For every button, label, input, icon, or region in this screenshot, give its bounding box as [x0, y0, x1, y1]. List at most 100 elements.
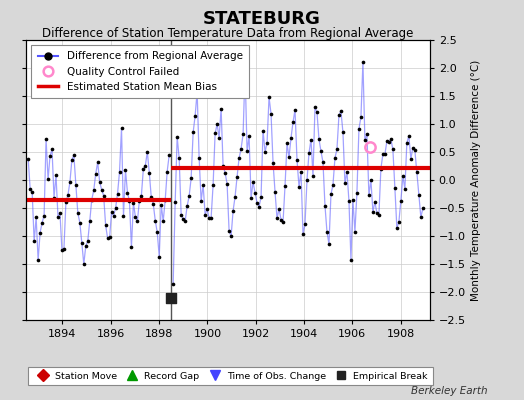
- Point: [173, 134, 181, 140]
- Point: [75, 219, 84, 226]
- Point: [205, 215, 213, 221]
- Point: [56, 210, 64, 216]
- Point: [197, 198, 205, 204]
- Point: [361, 137, 369, 144]
- Point: [392, 225, 401, 231]
- Point: [92, 171, 100, 177]
- Point: [165, 152, 173, 158]
- Point: [331, 155, 339, 161]
- Point: [187, 175, 195, 181]
- Point: [225, 228, 233, 234]
- Point: [381, 151, 389, 158]
- Point: [177, 212, 185, 218]
- Point: [341, 180, 349, 186]
- Point: [209, 181, 217, 188]
- Point: [133, 218, 141, 225]
- Point: [191, 112, 199, 119]
- Point: [271, 189, 279, 195]
- Point: [213, 121, 221, 127]
- Point: [327, 191, 335, 197]
- Point: [405, 133, 413, 139]
- Point: [329, 182, 337, 188]
- Point: [321, 202, 329, 209]
- Point: [70, 152, 78, 158]
- Point: [88, 196, 96, 203]
- Point: [105, 234, 114, 241]
- Point: [123, 189, 132, 196]
- Point: [369, 208, 377, 215]
- Point: [275, 206, 283, 212]
- Point: [36, 230, 45, 236]
- Point: [97, 186, 106, 193]
- Point: [237, 146, 245, 152]
- Point: [175, 155, 183, 161]
- Point: [319, 159, 327, 166]
- Point: [363, 131, 371, 137]
- Point: [295, 184, 303, 190]
- Point: [74, 210, 82, 216]
- Point: [145, 170, 154, 176]
- Point: [58, 247, 66, 253]
- Point: [46, 153, 54, 159]
- Point: [417, 214, 425, 220]
- Point: [149, 201, 158, 207]
- Point: [395, 219, 403, 225]
- Point: [263, 140, 271, 146]
- Point: [85, 218, 94, 224]
- Point: [171, 199, 179, 206]
- Point: [219, 163, 227, 169]
- Point: [110, 212, 118, 219]
- Point: [90, 187, 98, 194]
- Point: [185, 193, 193, 199]
- Point: [249, 179, 257, 185]
- Point: [373, 210, 381, 216]
- Point: [181, 218, 189, 224]
- Point: [281, 183, 289, 189]
- Point: [343, 168, 351, 175]
- Point: [68, 157, 76, 163]
- Point: [151, 217, 159, 224]
- Point: [309, 173, 317, 179]
- Point: [335, 112, 343, 118]
- Point: [199, 182, 208, 188]
- Point: [313, 109, 321, 116]
- Point: [121, 167, 129, 173]
- Point: [161, 197, 169, 204]
- Point: [157, 201, 166, 208]
- Point: [189, 129, 198, 136]
- Point: [419, 205, 427, 212]
- Point: [60, 246, 68, 252]
- Point: [325, 241, 333, 247]
- Point: [215, 134, 223, 141]
- Point: [201, 212, 209, 218]
- Point: [112, 205, 120, 212]
- Point: [367, 177, 375, 183]
- Point: [139, 166, 148, 172]
- Point: [357, 114, 365, 120]
- Point: [265, 94, 273, 100]
- Point: [117, 125, 126, 132]
- Point: [52, 172, 60, 178]
- Point: [259, 127, 267, 134]
- Point: [38, 219, 46, 226]
- Point: [103, 235, 112, 242]
- Point: [401, 186, 409, 192]
- Point: [64, 192, 72, 198]
- Point: [44, 176, 52, 182]
- Point: [299, 231, 307, 237]
- Point: [141, 162, 149, 169]
- Point: [349, 197, 357, 204]
- Point: [203, 206, 211, 212]
- Point: [239, 131, 247, 138]
- Point: [72, 182, 80, 188]
- Point: [261, 149, 269, 155]
- Point: [383, 138, 391, 144]
- Point: [323, 229, 331, 235]
- Point: [333, 146, 341, 152]
- Point: [66, 179, 74, 186]
- Point: [159, 218, 167, 224]
- Point: [137, 192, 146, 199]
- Point: [355, 126, 363, 132]
- Point: [375, 212, 383, 218]
- Legend: Difference from Regional Average, Quality Control Failed, Estimated Station Mean: Difference from Regional Average, Qualit…: [31, 45, 249, 98]
